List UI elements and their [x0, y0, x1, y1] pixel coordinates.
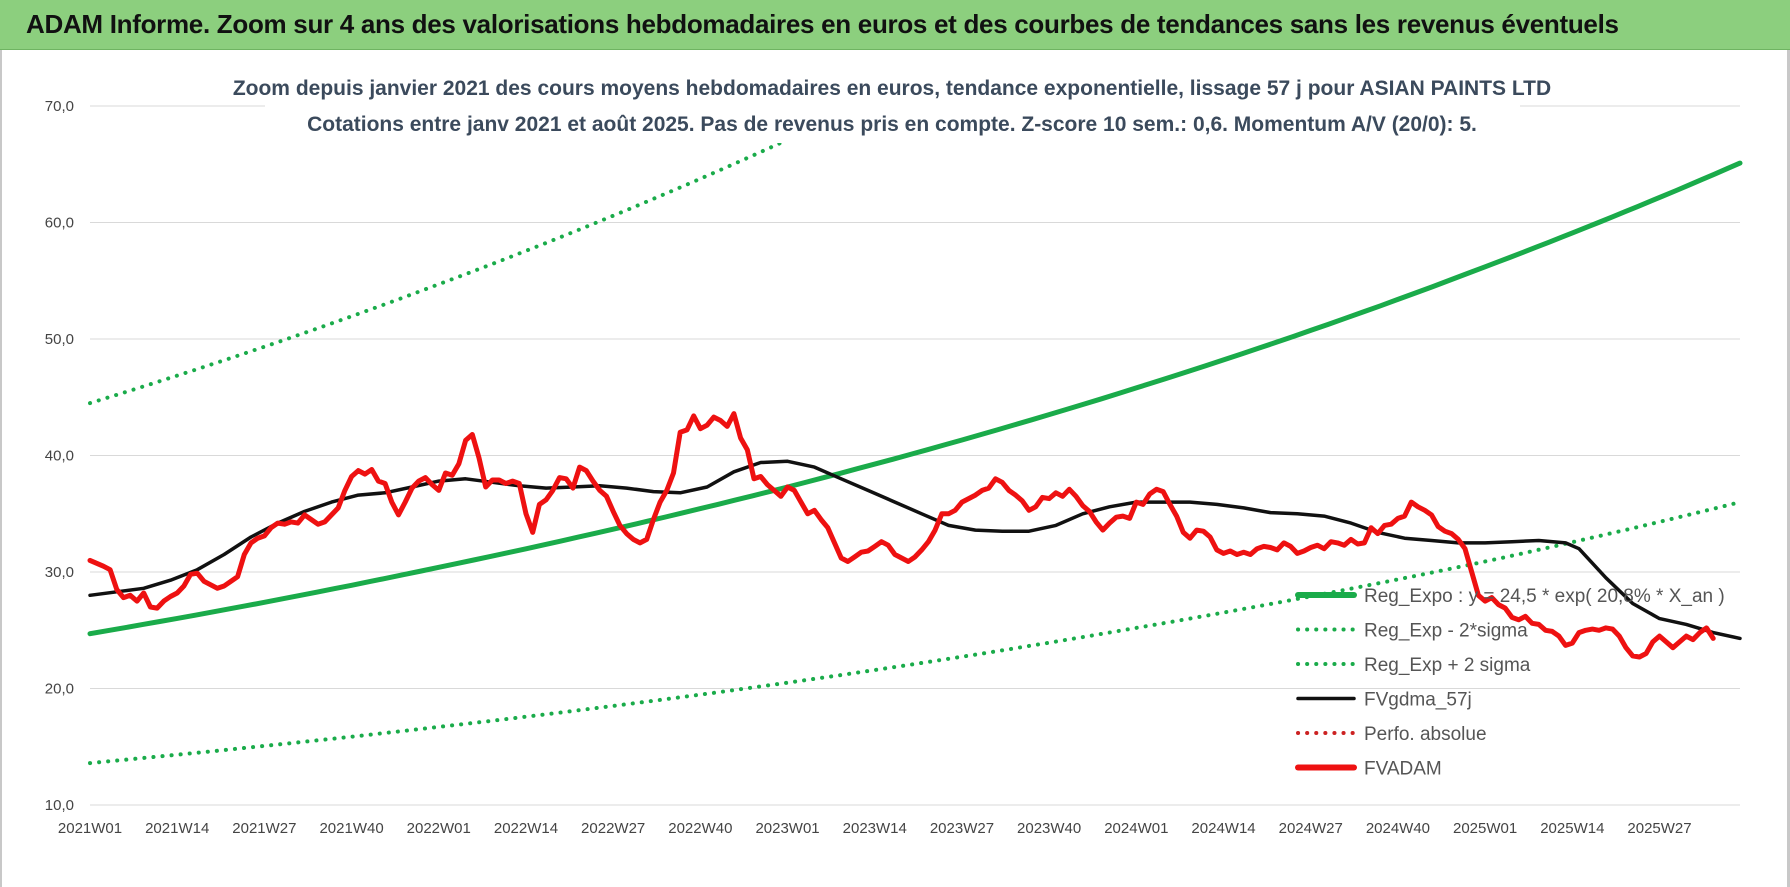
x-axis: 2021W01 2021W14 2021W27 2021W40 2022W01 2022W…: [58, 820, 1692, 837]
x-tick-label: 2025W27: [1627, 820, 1691, 837]
x-tick-label: 2024W27: [1279, 820, 1343, 837]
report-banner: ADAM Informe. Zoom sur 4 ans des valoris…: [0, 0, 1790, 50]
chart-frame: [0, 50, 1790, 887]
y-axis: 10,0 20,0 30,0 40,0 50,0 60,0 70,0: [45, 98, 74, 814]
chart-title-line1: Zoom depuis janvier 2021 des cours moyen…: [233, 77, 1551, 100]
trend-upper-band: [88, 104, 884, 406]
x-tick-label: 2023W27: [930, 820, 994, 837]
y-tick-label: 70,0: [45, 98, 74, 115]
y-tick-label: 60,0: [45, 215, 74, 232]
y-tick-label: 30,0: [45, 564, 74, 581]
trend-line: [87, 160, 1743, 637]
x-tick-label: 2021W14: [145, 820, 209, 837]
x-tick-label: 2022W14: [494, 820, 558, 837]
x-tick-label: 2023W40: [1017, 820, 1081, 837]
series-layer: [87, 104, 1743, 766]
y-tick-label: 20,0: [45, 681, 74, 698]
x-tick-label: 2023W01: [755, 820, 819, 837]
x-tick-label: 2021W27: [232, 820, 296, 837]
chart-title-box: Zoom depuis janvier 2021 des cours moyen…: [233, 69, 1551, 143]
y-tick-label: 10,0: [45, 797, 74, 814]
x-tick-label: 2022W27: [581, 820, 645, 837]
trend-lower-band: [88, 500, 1742, 766]
legend-label: Reg_Exp - 2*sigma: [1364, 621, 1528, 642]
y-tick-label: 50,0: [45, 331, 74, 348]
report-title: ADAM Informe. Zoom sur 4 ans des valoris…: [26, 9, 1619, 39]
legend-label: Perfo. absolue: [1364, 724, 1487, 745]
x-tick-label: 2024W14: [1191, 820, 1255, 837]
x-tick-label: 2023W14: [843, 820, 907, 837]
x-tick-label: 2021W01: [58, 820, 122, 837]
y-tick-label: 40,0: [45, 448, 74, 465]
legend-label: Reg_Expo : y = 24,5 * exp( 20,8% * X_an …: [1364, 586, 1725, 607]
x-tick-label: 2025W14: [1540, 820, 1604, 837]
legend-label: Reg_Exp + 2 sigma: [1364, 655, 1531, 676]
x-tick-label: 2025W01: [1453, 820, 1517, 837]
x-tick-label: 2022W40: [668, 820, 732, 837]
chart-title-background: [265, 69, 1520, 143]
legend-label: FVgdma_57j: [1364, 690, 1472, 711]
x-tick-label: 2024W40: [1366, 820, 1430, 837]
fvadam-price-line: [87, 411, 1716, 660]
legend: Reg_Expo : y = 24,5 * exp( 20,8% * X_an …: [1295, 586, 1725, 780]
x-tick-label: 2021W40: [319, 820, 383, 837]
x-tick-label: 2024W01: [1104, 820, 1168, 837]
legend-label: FVADAM: [1364, 759, 1442, 780]
chart-title-line2: Cotations entre janv 2021 et août 2025. …: [307, 113, 1477, 136]
smoothed-57j-line: [88, 459, 1742, 641]
x-tick-label: 2022W01: [407, 820, 471, 837]
